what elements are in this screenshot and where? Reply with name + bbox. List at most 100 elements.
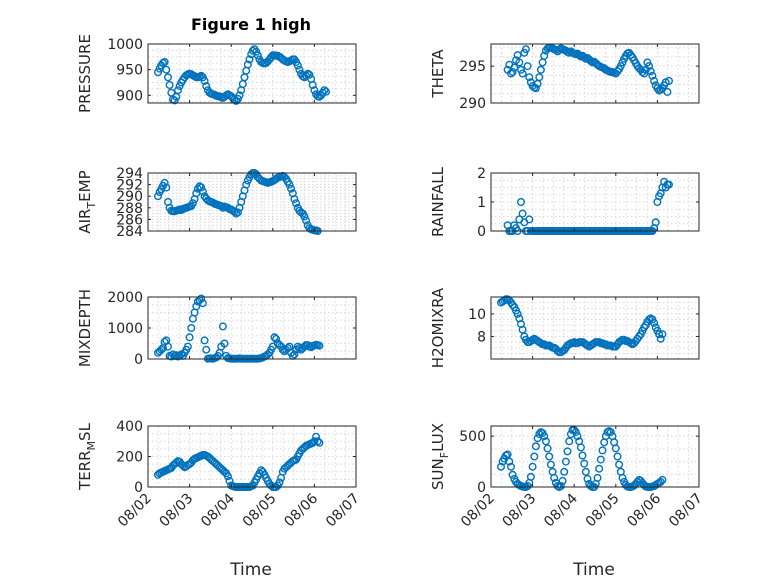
data-point [518, 209, 527, 218]
data-point [508, 300, 517, 309]
data-point [223, 472, 232, 481]
axes-frame [147, 43, 357, 104]
y-tick-label: 2000 [107, 290, 143, 306]
data-point [593, 473, 602, 482]
data-point [187, 324, 196, 333]
data-point [640, 323, 649, 332]
data-point [573, 432, 582, 441]
data-point [218, 322, 227, 331]
data-point [290, 350, 299, 359]
data-point [192, 302, 201, 311]
data-point [643, 58, 652, 67]
data-point [312, 432, 321, 441]
data-point [242, 180, 251, 189]
data-point [517, 65, 526, 74]
data-point [515, 58, 524, 67]
y-axis-label: MIXDEPTH [76, 289, 94, 367]
data-point [232, 96, 241, 105]
data-point [595, 464, 604, 473]
y-tick-label: 294 [116, 166, 143, 182]
data-point [656, 477, 665, 486]
figure-title: Figure 1 high [191, 15, 311, 34]
data-point [663, 87, 672, 96]
data-point [613, 452, 622, 461]
y-tick-label: 950 [116, 63, 143, 79]
data-point [202, 82, 211, 91]
data-point [571, 428, 580, 437]
data-point [525, 215, 534, 224]
x-axis-label-right: Time [572, 560, 615, 580]
y-tick-label: 1000 [107, 321, 143, 337]
y-axis-label: SUNFLUX [429, 423, 451, 490]
y-tick-label: 10 [468, 307, 486, 323]
data-point [292, 199, 301, 208]
data-point [272, 334, 281, 343]
data-point [645, 62, 654, 71]
data-point [232, 209, 241, 218]
data-point [198, 299, 207, 308]
data-point [302, 216, 311, 225]
data-point [253, 51, 262, 60]
data-point [513, 51, 522, 60]
data-point [278, 345, 287, 354]
subplot-h2omixra: 8 10 H2OMIXRA [429, 287, 700, 368]
data-point [596, 455, 605, 464]
y-tick-label: 2 [477, 166, 486, 182]
data-point [295, 65, 304, 74]
data-point [275, 478, 284, 487]
data-point [165, 80, 174, 89]
y-tick-label: 0 [477, 480, 486, 496]
data-point [160, 178, 169, 187]
data-point [558, 476, 567, 485]
data-point [508, 67, 517, 76]
data-point [650, 76, 659, 85]
y-tick-label: 1 [477, 195, 486, 211]
data-point [535, 73, 544, 82]
data-point [508, 470, 517, 479]
data-point [287, 184, 296, 193]
grid-lines [491, 426, 699, 487]
data-point [651, 218, 660, 227]
y-tick-label: 290 [116, 189, 143, 205]
data-point [497, 462, 506, 471]
data-point [565, 437, 574, 446]
data-point [616, 62, 625, 71]
data-point [536, 65, 545, 74]
data-point [245, 55, 254, 64]
subplot-rainfall: 0 1 2 RAINFALL [429, 166, 700, 240]
data-point [163, 73, 172, 82]
x-axis-label-left: Time [229, 560, 272, 580]
data-point [153, 192, 162, 201]
data-point [308, 80, 317, 89]
data-point [202, 345, 211, 354]
data-point [160, 58, 169, 67]
y-tick-label: 1000 [107, 37, 143, 53]
data-point [220, 339, 229, 348]
data-series [497, 295, 667, 357]
axes-frame [490, 425, 700, 488]
data-point [188, 199, 197, 208]
data-point [185, 333, 194, 342]
data-point [665, 180, 674, 189]
data-point [200, 76, 209, 85]
axes-frame [490, 296, 700, 360]
y-axis-label: H2OMIXRA [429, 287, 447, 368]
data-point [665, 76, 674, 85]
y-axis-label: TERRMSL [76, 422, 98, 491]
data-point [270, 333, 279, 342]
data-point [576, 443, 585, 452]
data-point [550, 473, 559, 482]
data-point [172, 458, 181, 467]
y-tick-label: 900 [116, 88, 143, 104]
data-point [606, 428, 615, 437]
data-point [650, 318, 659, 327]
data-point [230, 207, 239, 216]
data-point [618, 473, 627, 482]
data-point [320, 86, 329, 95]
data-point [290, 195, 299, 204]
data-point [540, 51, 549, 60]
data-point [598, 446, 607, 455]
data-point [540, 432, 549, 441]
